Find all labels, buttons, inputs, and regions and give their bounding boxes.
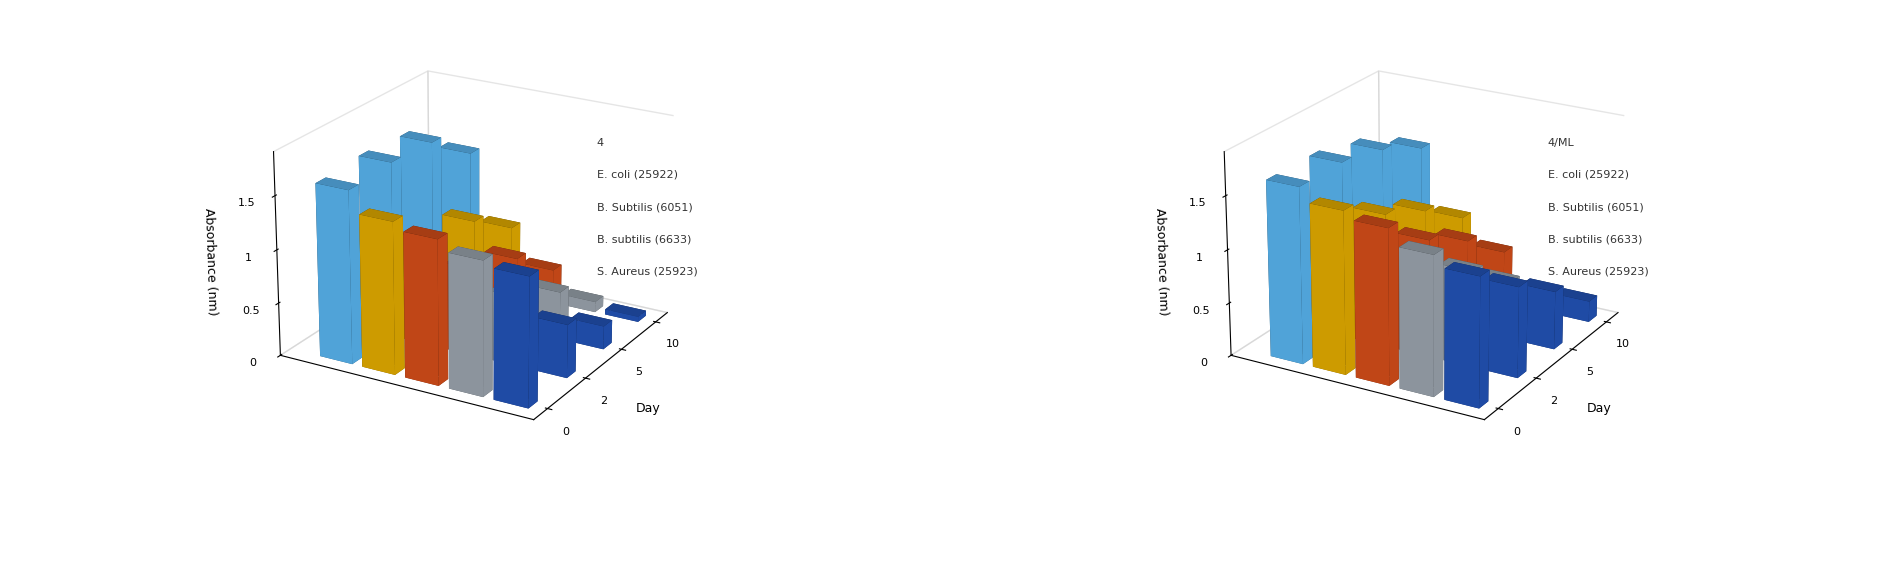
Text: B. subtilis (6633): B. subtilis (6633) [597,234,691,245]
Text: B. Subtilis (6051): B. Subtilis (6051) [597,202,693,212]
Text: E. coli (25922): E. coli (25922) [597,170,678,180]
Text: 4/ML: 4/ML [1547,138,1574,148]
Text: S. Aureus (25923): S. Aureus (25923) [597,267,697,277]
X-axis label: Day: Day [1587,402,1612,415]
Text: E. coli (25922): E. coli (25922) [1547,170,1629,180]
Text: B. Subtilis (6051): B. Subtilis (6051) [1547,202,1644,212]
Text: S. Aureus (25923): S. Aureus (25923) [1547,267,1648,277]
X-axis label: Day: Day [636,402,661,415]
Text: 4: 4 [597,138,604,148]
Text: B. subtilis (6633): B. subtilis (6633) [1547,234,1642,245]
